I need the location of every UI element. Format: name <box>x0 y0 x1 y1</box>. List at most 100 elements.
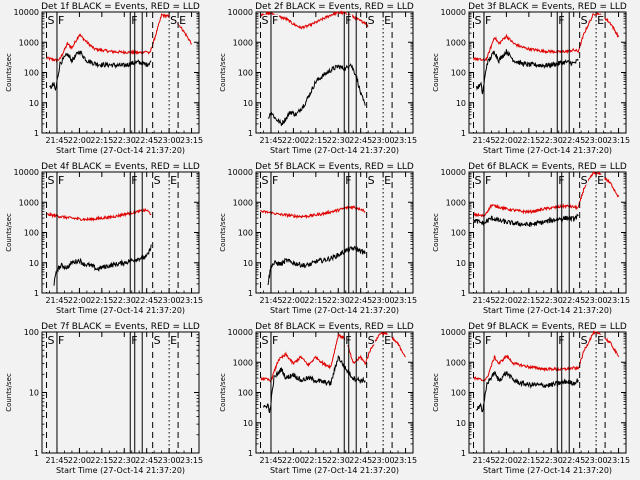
marker-label: S <box>154 174 161 187</box>
y-tick-label: 1000 <box>233 198 253 207</box>
y-tick-label: 1 <box>248 449 253 458</box>
y-tick-label: 1000 <box>233 358 253 367</box>
x-tick-label: 21:45 <box>259 296 282 305</box>
x-tick-label: 22:45 <box>562 456 585 465</box>
y-axis-label: Counts/sec <box>219 373 227 412</box>
series-line-events <box>476 370 579 413</box>
y-tick-label: 10 <box>243 419 253 428</box>
y-tick-label: 10 <box>243 99 253 108</box>
y-tick-label: 10 <box>29 99 39 108</box>
x-tick-label: 22:00 <box>282 456 305 465</box>
panel-det-2f: Det 2f BLACK = Events, RED = LLD Counts/s… <box>219 2 417 155</box>
y-tick-label: 1 <box>34 449 39 458</box>
y-tick-label: 10 <box>29 259 39 268</box>
x-tick-label: 22:45 <box>562 296 585 305</box>
y-tick-label: 100 <box>24 69 39 78</box>
marker-label: F <box>272 334 278 347</box>
chart-title: Det 8f BLACK = Events, RED = LLD <box>255 322 414 332</box>
y-tick-label: 10000 <box>441 328 466 337</box>
x-axis-label: Start Time (27-Oct-14 21:37:20) <box>270 146 399 155</box>
x-tick-label: 23:00 <box>585 296 608 305</box>
marker-label: F <box>485 174 491 187</box>
x-tick-label: 23:00 <box>372 296 395 305</box>
y-tick-label: 1 <box>248 289 253 298</box>
x-axis-label: Start Time (27-Oct-14 21:37:20) <box>56 466 185 475</box>
y-tick-label: 100 <box>238 389 253 398</box>
y-tick-label: 1000 <box>19 198 39 207</box>
x-tick-label: 22:15 <box>517 456 540 465</box>
x-tick-label: 22:45 <box>135 456 158 465</box>
x-tick-label: 21:45 <box>45 136 68 145</box>
x-tick-label: 22:45 <box>135 296 158 305</box>
plot-frame <box>468 171 627 294</box>
x-tick-label: 22:15 <box>517 136 540 145</box>
marker-label: S <box>581 14 588 27</box>
x-tick-label: 23:00 <box>372 456 395 465</box>
y-tick-label: 10 <box>456 419 466 428</box>
x-tick-label: 22:30 <box>327 136 350 145</box>
marker-label: E <box>597 14 604 27</box>
chart-title: Det 7f BLACK = Events, RED = LLD <box>41 322 200 332</box>
x-axis-label: Start Time (27-Oct-14 21:37:20) <box>483 146 612 155</box>
series-line-lld <box>260 205 366 220</box>
y-tick-label: 100 <box>451 229 466 238</box>
marker-label: F <box>485 334 491 347</box>
marker-label: F <box>485 14 491 27</box>
chart-title: Det 4f BLACK = Events, RED = LLD <box>41 162 200 172</box>
series-line-lld <box>473 330 620 383</box>
x-tick-label: 23:00 <box>372 136 395 145</box>
x-tick-label: 21:45 <box>472 456 495 465</box>
x-tick-label: 22:00 <box>282 136 305 145</box>
y-tick-label: 1000 <box>233 38 253 47</box>
panel-det-4f: Det 4f BLACK = Events, RED = LLD Counts/s… <box>5 162 203 315</box>
x-tick-label: 22:30 <box>327 296 350 305</box>
marker-label: E <box>597 174 604 187</box>
y-tick-label: 1 <box>248 129 253 138</box>
x-tick-label: 22:00 <box>495 456 518 465</box>
marker-label: E <box>179 14 186 27</box>
y-tick-label: 1 <box>461 129 466 138</box>
plot-frame <box>41 331 200 454</box>
marker-label: F <box>58 174 64 187</box>
y-tick-label: 100 <box>24 229 39 238</box>
marker-label: F <box>272 14 278 27</box>
y-tick-label: 1000 <box>446 38 466 47</box>
marker-label: E <box>170 334 177 347</box>
chart-title: Det 2f BLACK = Events, RED = LLD <box>255 2 414 12</box>
plot-frame <box>468 331 627 454</box>
x-tick-label: 22:30 <box>327 456 350 465</box>
x-tick-label: 23:00 <box>158 136 181 145</box>
series-line-events <box>476 49 579 95</box>
x-tick-label: 22:45 <box>349 296 372 305</box>
marker-label: S <box>581 174 588 187</box>
marker-label: S <box>262 14 269 27</box>
marker-label: E <box>384 14 391 27</box>
x-tick-label: 22:15 <box>90 136 113 145</box>
x-tick-label: 23:15 <box>180 456 203 465</box>
series-line-lld <box>473 12 620 62</box>
y-tick-label: 1000 <box>19 38 39 47</box>
plot-frame <box>255 171 414 294</box>
marker-label: S <box>262 334 269 347</box>
y-axis-label: Counts/sec <box>5 53 13 92</box>
marker-label: S <box>48 14 55 27</box>
y-tick-label: 10 <box>243 259 253 268</box>
marker-label: S <box>262 174 269 187</box>
x-tick-label: 23:15 <box>394 136 417 145</box>
plot-frame <box>255 11 414 134</box>
x-axis-label: Start Time (27-Oct-14 21:37:20) <box>56 146 185 155</box>
x-axis-label: Start Time (27-Oct-14 21:37:20) <box>483 306 612 315</box>
marker-label: S <box>48 334 55 347</box>
x-tick-label: 21:45 <box>45 296 68 305</box>
x-tick-label: 23:00 <box>585 136 608 145</box>
x-tick-label: 22:30 <box>540 296 563 305</box>
marker-label: S <box>368 174 375 187</box>
chart-title: Det 3f BLACK = Events, RED = LLD <box>468 2 627 12</box>
chart-title: Det 6f BLACK = Events, RED = LLD <box>468 162 627 172</box>
y-tick-label: 100 <box>238 229 253 238</box>
y-tick-label: 10000 <box>228 328 253 337</box>
x-tick-label: 23:15 <box>607 296 630 305</box>
marker-label: E <box>384 334 391 347</box>
marker-label: E <box>597 334 604 347</box>
x-tick-label: 22:00 <box>495 136 518 145</box>
